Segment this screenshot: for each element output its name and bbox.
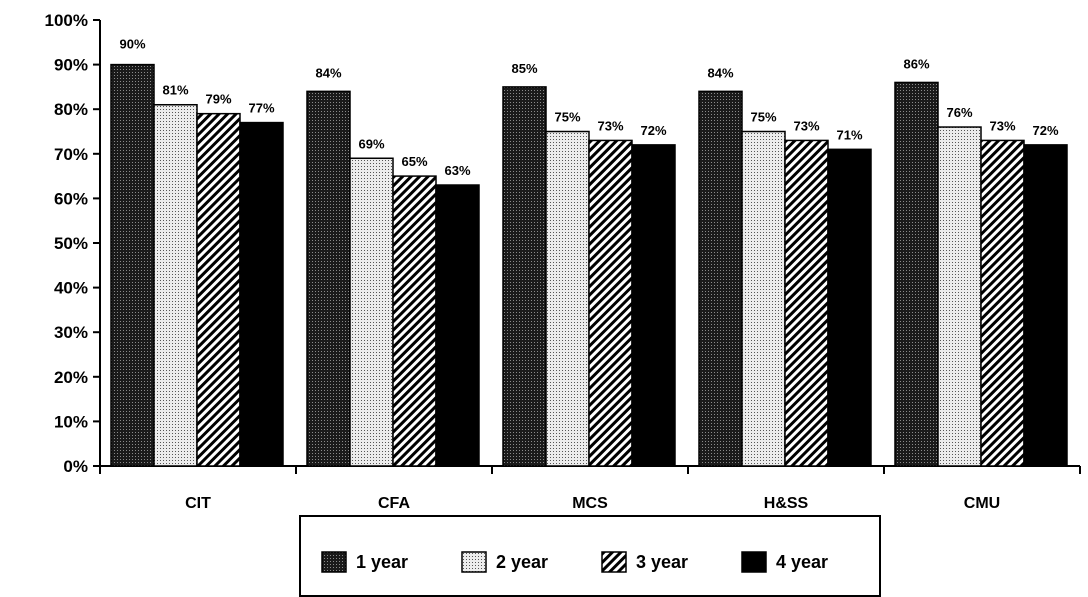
bars [110, 63, 1068, 467]
legend-box [299, 515, 881, 597]
y-tick-label: 50% [54, 234, 88, 253]
y-tick-label: 30% [54, 323, 88, 342]
legend: 1 year 2 year 3 year 4 year [299, 515, 881, 597]
y-tick-label: 100% [45, 11, 88, 30]
data-label: 84% [707, 65, 733, 80]
y-tick-label: 80% [54, 100, 88, 119]
axes: 0% 10% 20% 30% 40% 50% 60% 70% 80% 90% 100% CIT CFA M… [45, 11, 1081, 512]
x-category-label: CFA [378, 495, 410, 512]
y-tick-label: 20% [54, 368, 88, 387]
data-label: 77% [248, 101, 274, 116]
bar [937, 126, 982, 467]
legend-swatch [461, 551, 487, 573]
x-category-label: CIT [185, 495, 211, 512]
legend-swatch [321, 551, 347, 573]
bar [196, 112, 241, 467]
legend-label: 3 year [636, 552, 688, 572]
y-tick-label: 10% [54, 412, 88, 431]
y-tick-label: 40% [54, 279, 88, 298]
data-label: 84% [315, 65, 341, 80]
bar [502, 86, 547, 467]
y-tick-label: 60% [54, 189, 88, 208]
data-label: 72% [1032, 123, 1058, 138]
bar [153, 103, 198, 467]
data-label: 65% [401, 154, 427, 169]
bar [306, 90, 351, 467]
data-label: 63% [444, 163, 470, 178]
y-tick-label: 70% [54, 145, 88, 164]
bar [784, 139, 829, 467]
bar [392, 175, 437, 467]
legend-swatch [601, 551, 627, 573]
bar [239, 121, 284, 467]
bar [1023, 144, 1068, 467]
data-label: 72% [640, 123, 666, 138]
bar [588, 139, 633, 467]
bar [545, 130, 590, 467]
legend-label: 1 year [356, 552, 408, 572]
data-label: 69% [358, 136, 384, 151]
bar [349, 157, 394, 467]
data-label: 90% [119, 37, 145, 52]
legend-label: 4 year [776, 552, 828, 572]
x-category-label: H&SS [764, 495, 809, 512]
x-category-label: MCS [572, 495, 608, 512]
data-label: 85% [511, 61, 537, 76]
bar [435, 184, 480, 467]
bar [980, 139, 1025, 467]
bar [631, 144, 676, 467]
data-label: 81% [162, 83, 188, 98]
bar [827, 148, 872, 467]
y-tick-label: 90% [54, 56, 88, 75]
data-label: 73% [597, 118, 623, 133]
bar [698, 90, 743, 467]
legend-swatch [741, 551, 767, 573]
data-label: 86% [903, 56, 929, 71]
bar [894, 81, 939, 467]
data-label: 75% [554, 110, 580, 125]
data-label: 79% [205, 92, 231, 107]
data-label: 73% [989, 118, 1015, 133]
y-tick-label: 0% [63, 457, 88, 476]
data-label: 71% [836, 127, 862, 142]
data-label: 76% [946, 105, 972, 120]
data-label: 73% [793, 118, 819, 133]
bar [741, 130, 786, 467]
data-label: 75% [750, 110, 776, 125]
legend-label: 2 year [496, 552, 548, 572]
bar [110, 63, 155, 467]
data-labels: 90% 81% 79% 77% 84% 69% 65% 63% 85% 75% 73% 72% 84% 7… [119, 37, 1058, 178]
x-category-label: CMU [964, 495, 1000, 512]
